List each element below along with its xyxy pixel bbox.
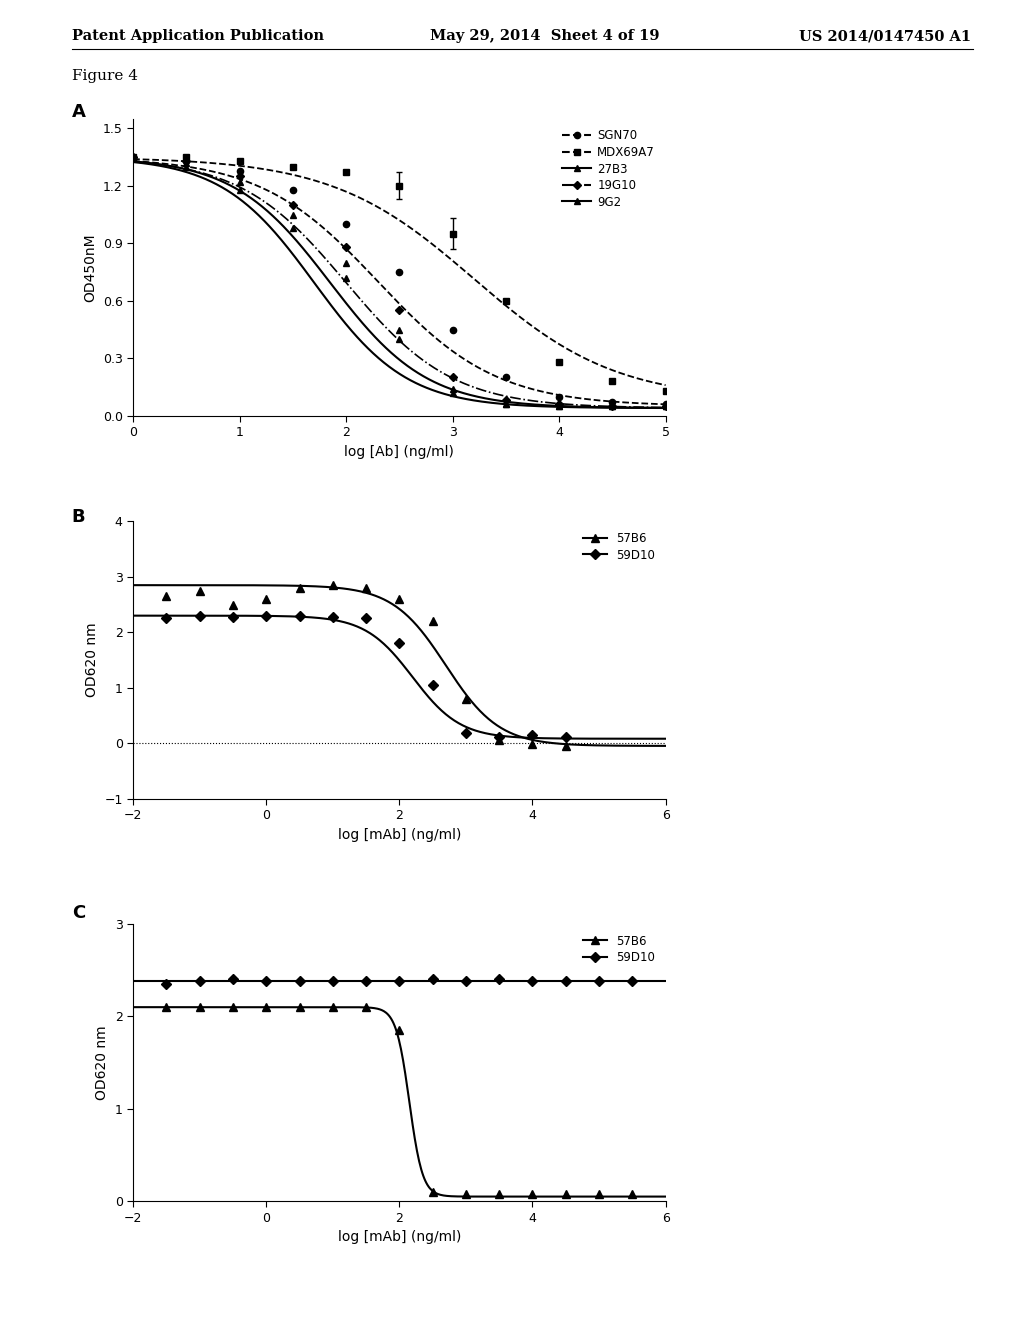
Legend: SGN70, MDX69A7, 27B3, 19G10, 9G2: SGN70, MDX69A7, 27B3, 19G10, 9G2 [557,124,659,214]
Text: A: A [72,103,86,121]
X-axis label: log [mAb] (ng/ml): log [mAb] (ng/ml) [338,1230,461,1245]
Y-axis label: OD450nM: OD450nM [83,234,97,301]
X-axis label: log [Ab] (ng/ml): log [Ab] (ng/ml) [344,445,455,459]
Text: US 2014/0147450 A1: US 2014/0147450 A1 [799,29,971,44]
Legend: 57B6, 59D10: 57B6, 59D10 [579,929,659,969]
Text: C: C [72,904,85,923]
Y-axis label: OD620 nm: OD620 nm [95,1026,110,1100]
Text: Figure 4: Figure 4 [72,69,137,83]
X-axis label: log [mAb] (ng/ml): log [mAb] (ng/ml) [338,828,461,842]
Text: Patent Application Publication: Patent Application Publication [72,29,324,44]
Text: B: B [72,508,85,527]
Y-axis label: OD620 nm: OD620 nm [85,623,98,697]
Legend: 57B6, 59D10: 57B6, 59D10 [579,527,659,566]
Text: May 29, 2014  Sheet 4 of 19: May 29, 2014 Sheet 4 of 19 [430,29,659,44]
